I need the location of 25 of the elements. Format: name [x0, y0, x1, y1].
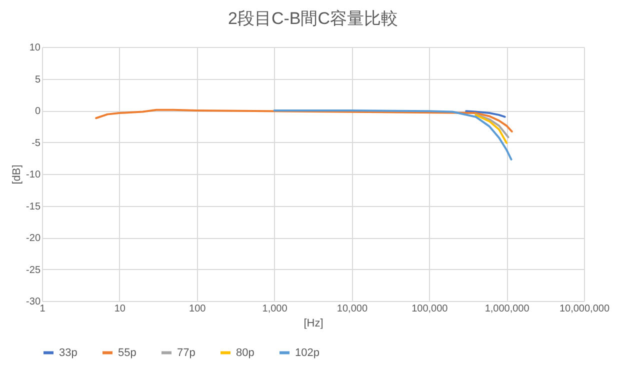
x-tick-label: 100	[189, 304, 206, 314]
y-tick-label: 0	[34, 106, 41, 117]
legend-label: 55p	[118, 346, 136, 359]
y-tick-label: -30	[26, 296, 41, 308]
y-tick-label: 5	[34, 74, 41, 86]
y-tick-label: -10	[26, 170, 41, 180]
legend-label: 80p	[236, 346, 254, 359]
y-tick-label: -15	[26, 201, 41, 212]
chart-title: 2段目C-B間C容量比較	[228, 9, 398, 28]
x-tick-label: 1	[40, 304, 46, 314]
x-tick-label: 10,000	[336, 304, 368, 314]
x-axis-title: [Hz]	[304, 318, 324, 330]
x-tick-label: 100,000	[412, 304, 448, 314]
x-tick-label: 1,000	[262, 304, 288, 314]
y-tick-label: -20	[26, 233, 41, 244]
y-tick-label: -25	[26, 264, 41, 276]
x-tick-label: 10	[114, 304, 126, 314]
legend-label: 102p	[295, 346, 320, 359]
y-tick-label: 10	[29, 42, 41, 54]
legend-label: 77p	[177, 346, 196, 359]
y-tick-label: -5	[32, 138, 41, 149]
legend-label: 33p	[59, 346, 78, 359]
y-axis-title: [dB]	[11, 164, 24, 184]
x-tick-label: 1,000,000	[484, 304, 530, 314]
x-tick-label: 10,000,000	[559, 304, 610, 314]
